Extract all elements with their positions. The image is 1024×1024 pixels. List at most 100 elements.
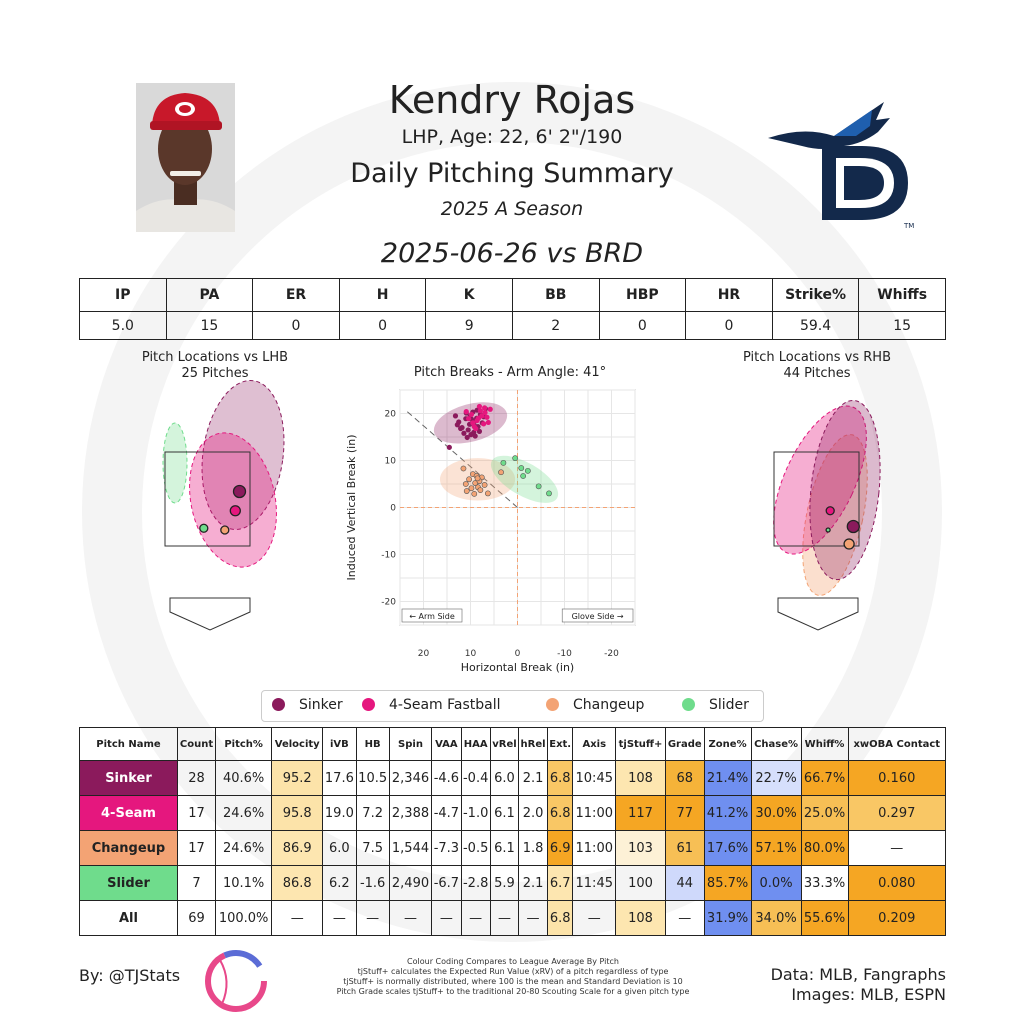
break-point-slider: [524, 467, 531, 474]
break-point-4-seam-fastball: [475, 415, 482, 421]
pitch-break-plot: 20 10 0 -10 -20 20 10 0 -10 -20 Horizontal Break (…: [345, 389, 636, 674]
break-point-4-seam-fastball: [477, 408, 483, 414]
break-point-changeup: [474, 475, 481, 482]
pitch-stat-cell: 11:45: [572, 865, 617, 901]
pitch-stat-cell: 24.6%: [215, 830, 273, 866]
lhb-density-regions: [162, 380, 285, 568]
rhb-plot-title: Pitch Locations vs RHB 44 Pitches: [702, 350, 932, 382]
pitch-table-header: iVB: [322, 727, 357, 761]
pitch-stats-table: Pitch Name Count Pitch% Velocity iVB HB Spin VA…: [79, 727, 947, 936]
pitch-table-header: Spin: [388, 727, 433, 761]
pitch-stat-cell: —: [388, 900, 433, 936]
break-point-4-seam-fastball: [470, 420, 476, 426]
line-header-k: K: [425, 278, 513, 312]
pitch-stat-cell: —: [572, 900, 617, 936]
pitch-table-header: HAA: [460, 727, 491, 761]
pitch-stat-cell: 57.1%: [750, 830, 802, 866]
pitch-stat-cell: 10.5: [355, 760, 390, 796]
pitch-stat-cell: 11:00: [572, 795, 617, 831]
location-point-4-seam-fastball: [825, 506, 835, 516]
location-point-changeup: [220, 525, 230, 535]
pitch-stat-cell: -0.5: [460, 830, 491, 866]
line-value-er: 0: [252, 311, 340, 340]
pitch-stat-cell: 33.3%: [800, 865, 849, 901]
y-tick-label: 0: [390, 504, 396, 514]
break-region-slider: [490, 455, 559, 503]
pitch-stat-cell: 17.6%: [703, 830, 752, 866]
team-logo: TM: [768, 102, 914, 230]
rhb-location-plot: [773, 399, 881, 631]
rhb-strike-zone: [773, 451, 860, 547]
y-tick-label: 10: [385, 457, 397, 467]
break-point-slider: [518, 465, 525, 471]
pitch-stat-cell: 0.0%: [750, 865, 802, 901]
pitch-stat-cell: 100: [615, 865, 666, 901]
pitch-stat-cell: -4.7: [431, 795, 462, 831]
pitch-stat-cell: —: [664, 900, 705, 936]
pitch-stat-cell: 17: [176, 795, 217, 831]
pitch-name-cell: All: [79, 900, 178, 936]
pitch-name-cell: Slider: [79, 865, 178, 901]
pitch-stat-cell: 10:45: [572, 760, 617, 796]
line-value-h: 0: [338, 311, 427, 340]
pitch-table-header: Whiff%: [800, 727, 849, 761]
break-point-4-seam-fastball: [481, 421, 487, 427]
pitch-stat-cell: —: [847, 830, 947, 866]
line-value-strike-pct: 59.4: [771, 311, 860, 340]
line-value-pa: 15: [165, 311, 254, 340]
legend-label: Changeup: [573, 697, 645, 713]
pitch-table-header: Axis: [572, 727, 617, 761]
break-plot-title: Pitch Breaks - Arm Angle: 41°: [413, 365, 607, 380]
pitch-table-header: tjStuff+: [615, 727, 666, 761]
break-point-4-seam-fastball: [484, 414, 490, 420]
pitch-stat-cell: 77: [664, 795, 705, 831]
season-label: 2025 A Season: [440, 198, 584, 220]
break-point-sinker: [454, 422, 460, 428]
legend-label: Sinker: [299, 697, 343, 713]
break-point-changeup: [460, 465, 467, 472]
pitch-stat-cell: —: [518, 900, 548, 936]
pitch-stat-cell: 17: [176, 830, 217, 866]
pitch-stat-cell: —: [271, 900, 324, 936]
pitch-stat-cell: 95.2: [271, 760, 324, 796]
pitch-table-header: xwOBA Contact: [847, 727, 947, 761]
tjstats-logo: [205, 950, 267, 1012]
break-point-sinker: [446, 444, 452, 450]
pitch-stat-cell: 0.209: [847, 900, 947, 936]
lhb-home-plate: [169, 597, 251, 631]
pitch-stat-cell: 6.8: [546, 795, 574, 831]
break-point-4-seam-fastball: [485, 419, 491, 426]
y-axis-label: Induced Vertical Break (in): [345, 435, 358, 581]
pitch-stat-cell: 34.0%: [750, 900, 802, 936]
legend-item-slider: Slider: [682, 697, 749, 713]
legend-marker: [682, 698, 695, 711]
line-header-er: ER: [252, 278, 340, 312]
pitch-stat-cell: 31.9%: [703, 900, 752, 936]
location-point-slider: [825, 527, 831, 533]
x-tick-label: 10: [465, 649, 477, 659]
break-point-changeup: [471, 490, 478, 497]
pitch-stat-cell: 17.6: [322, 760, 357, 796]
data-source: Data: MLB, Fangraphs: [770, 965, 946, 984]
break-point-changeup: [498, 469, 504, 476]
pitch-table-header: VAA: [431, 727, 462, 761]
x-tick-label: 0: [515, 649, 521, 659]
report-title: Daily Pitching Summary: [350, 158, 674, 189]
line-header-whiffs: Whiffs: [858, 278, 946, 312]
break-point-sinker: [464, 434, 470, 441]
player-name: Kendry Rojas: [388, 78, 636, 122]
pitch-stat-cell: 2,490: [388, 865, 433, 901]
pitch-stat-cell: 86.8: [271, 865, 324, 901]
pitch-stat-cell: 41.2%: [703, 795, 752, 831]
player-headshot: [136, 83, 235, 232]
images-source: Images: MLB, ESPN: [791, 985, 946, 1004]
note-1: Colour Coding Compares to League Average…: [407, 957, 619, 966]
pitch-table-header: Pitch Name: [79, 727, 178, 761]
pitch-stat-cell: -7.3: [431, 830, 462, 866]
game-label: 2025-06-26 vs BRD: [380, 238, 644, 269]
pitch-stat-cell: -0.4: [460, 760, 491, 796]
line-value-hbp: 0: [598, 311, 687, 340]
lhb-location-plot: [162, 380, 285, 631]
break-point-changeup: [484, 490, 491, 497]
break-point-changeup: [468, 485, 475, 492]
